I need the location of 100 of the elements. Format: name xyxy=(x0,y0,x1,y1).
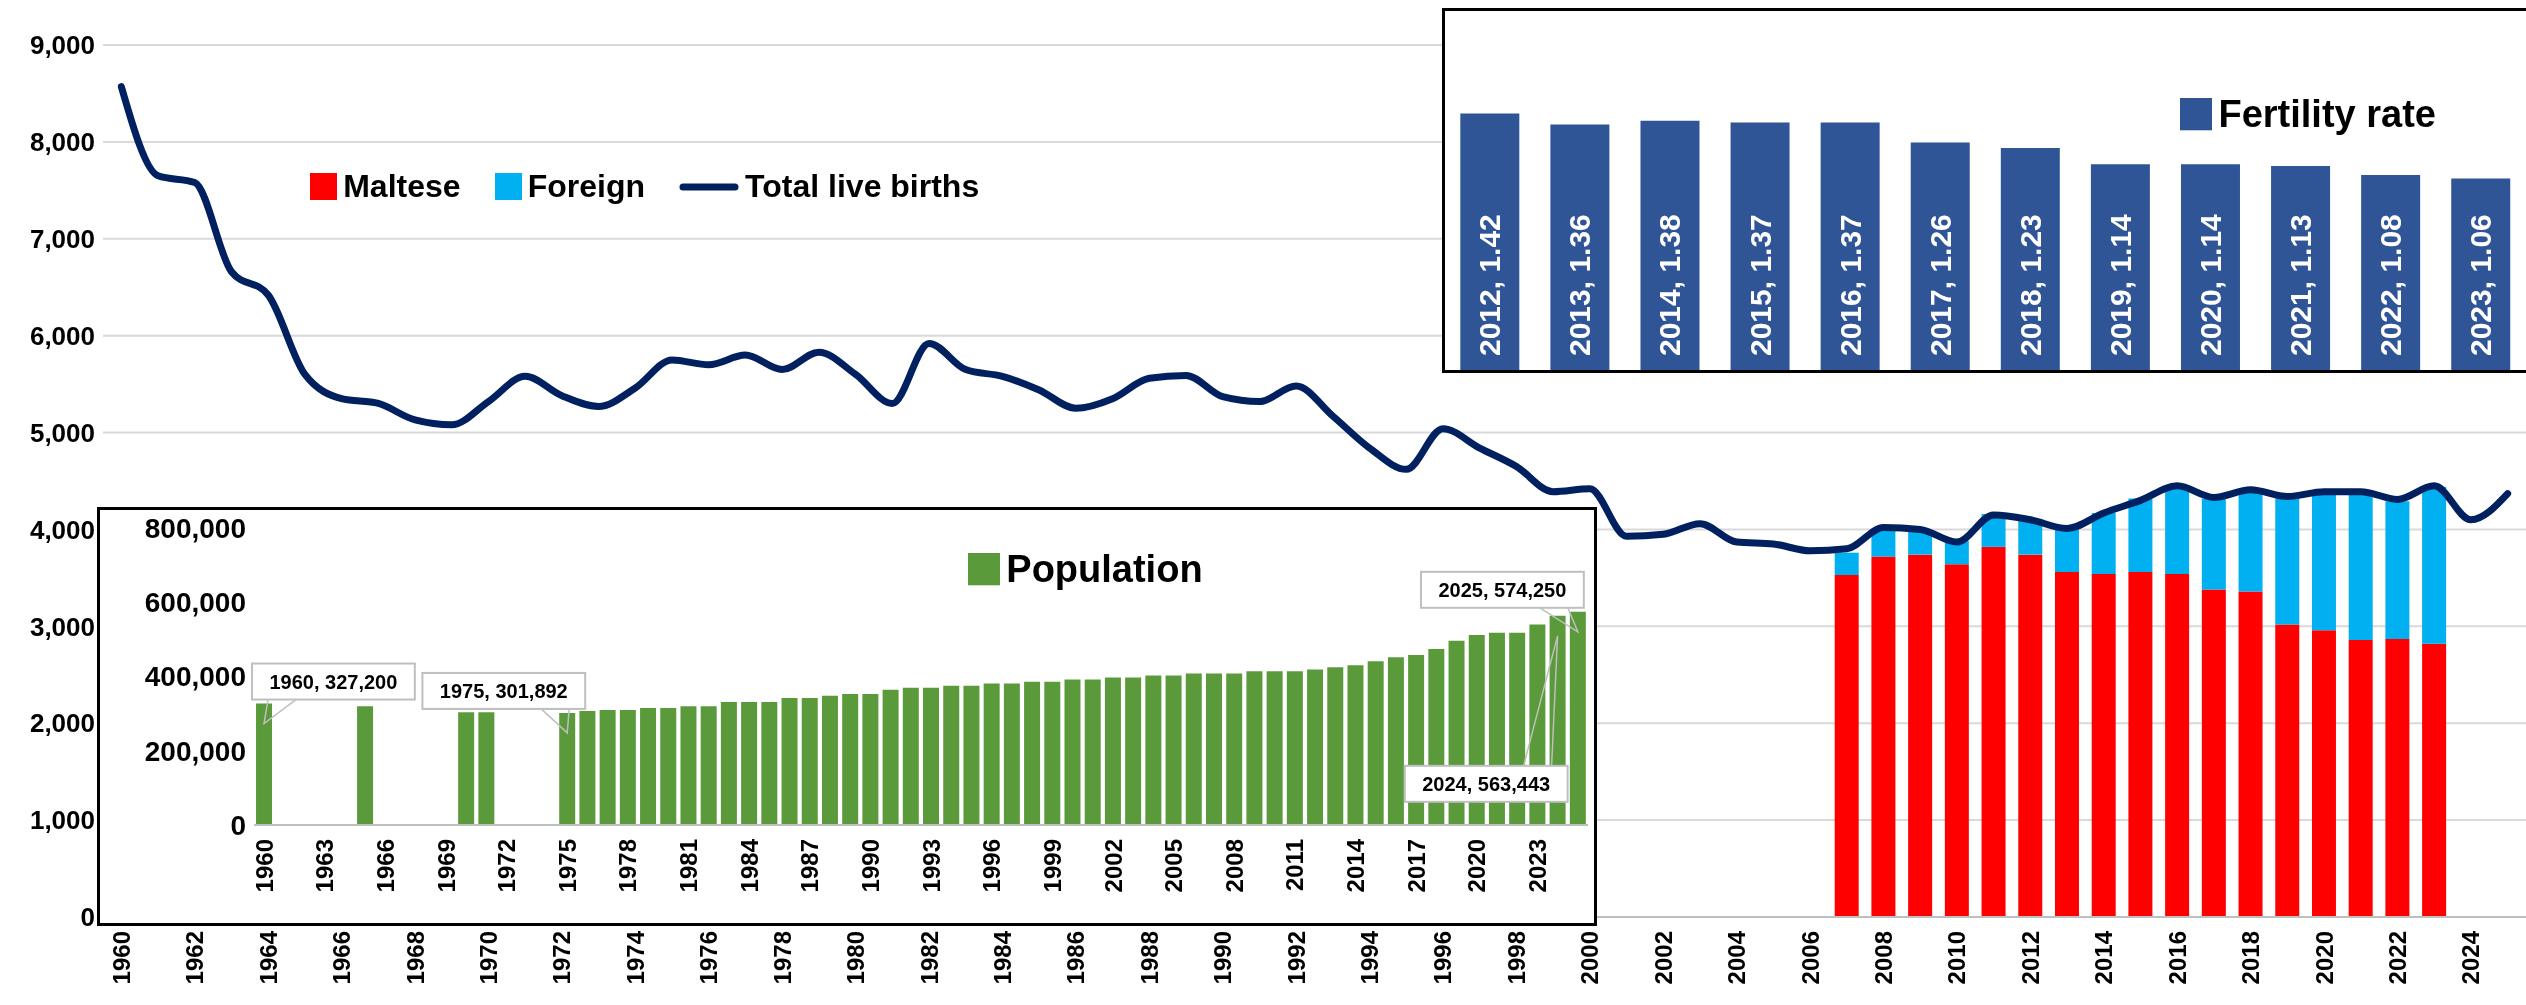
bar xyxy=(2348,639,2373,917)
bar xyxy=(902,687,919,825)
bar xyxy=(1104,677,1121,825)
data-label: 2015, 1.37 xyxy=(1743,214,1777,356)
data-label: 2020, 1.14 xyxy=(2193,213,2227,356)
x-tick-label: 1998 xyxy=(1502,931,1530,985)
y-tick-label: 1,000 xyxy=(29,805,95,836)
bar xyxy=(1226,673,1243,825)
y-tick-label: 800,000 xyxy=(144,512,246,544)
x-tick-label: 1970 xyxy=(474,931,502,985)
bar xyxy=(1640,120,1700,370)
bar xyxy=(1834,552,1859,575)
x-tick-label: 2014 xyxy=(1342,838,1370,893)
bar xyxy=(458,712,475,825)
data-label: 2025, 574,250 xyxy=(1438,578,1567,601)
bar xyxy=(2348,492,2373,640)
bar xyxy=(2385,501,2410,639)
y-tick-label: 3,000 xyxy=(29,611,95,642)
bar xyxy=(1307,669,1324,825)
x-tick-label: 1975 xyxy=(553,839,581,893)
x-tick-label: 2008 xyxy=(1870,931,1898,985)
x-tick-label: 2012 xyxy=(2016,931,2044,985)
data-label: 2022, 1.08 xyxy=(2374,214,2408,356)
bar xyxy=(2018,554,2043,917)
bar xyxy=(720,702,737,825)
x-tick-label: 1962 xyxy=(181,931,209,985)
x-tick-label: 2018 xyxy=(2237,931,2265,985)
x-tick-label: 2020 xyxy=(1463,839,1491,893)
x-tick-label: 1976 xyxy=(695,931,723,985)
bar xyxy=(1003,683,1020,825)
data-label: 2023, 1.06 xyxy=(2464,214,2498,356)
bar xyxy=(781,698,798,825)
data-label: 2017, 1.26 xyxy=(1923,214,1957,356)
bar xyxy=(1730,122,1790,370)
y-tick-label: 2,000 xyxy=(29,708,95,739)
bar xyxy=(1820,122,1880,370)
data-label: 1960, 327,200 xyxy=(269,670,398,693)
bar xyxy=(1145,675,1162,825)
x-tick-label: 1968 xyxy=(401,931,429,985)
x-tick-label: 1960 xyxy=(107,931,135,985)
data-label: 2012, 1.42 xyxy=(1473,214,1507,356)
bar xyxy=(983,683,1000,825)
x-tick-label: 1990 xyxy=(856,839,884,893)
data-label: 2019, 1.14 xyxy=(2103,213,2137,356)
x-tick-label: 1981 xyxy=(675,839,703,893)
data-label: 2024, 563,443 xyxy=(1422,772,1551,795)
bar xyxy=(1834,574,1859,917)
bar xyxy=(619,709,636,825)
x-tick-label: 1984 xyxy=(735,838,763,893)
x-tick-label: 2002 xyxy=(1649,931,1677,985)
x-tick-label: 2020 xyxy=(2310,931,2338,985)
bar xyxy=(1944,564,1969,917)
y-tick-label: 9,000 xyxy=(29,30,95,61)
x-tick-label: 1974 xyxy=(621,930,649,985)
bar xyxy=(2128,498,2153,573)
bar xyxy=(256,703,273,825)
y-tick-label: 4,000 xyxy=(29,514,95,545)
bar xyxy=(2054,572,2079,917)
x-tick-label: 1963 xyxy=(311,839,339,893)
y-tick-label: 200,000 xyxy=(144,735,246,767)
x-tick-label: 1988 xyxy=(1135,931,1163,985)
x-tick-label: 1982 xyxy=(915,931,943,985)
x-tick-label: 2010 xyxy=(1943,931,1971,985)
data-label: 2018, 1.23 xyxy=(2013,214,2047,356)
bar xyxy=(2091,512,2116,575)
data-label: 2016, 1.37 xyxy=(1833,214,1867,356)
bar xyxy=(2018,519,2043,555)
data-label: 2021, 1.13 xyxy=(2284,214,2318,356)
bar xyxy=(2201,589,2226,917)
bar xyxy=(943,685,960,825)
bar xyxy=(2165,574,2190,917)
x-tick-label: 1999 xyxy=(1038,839,1066,893)
bar xyxy=(842,693,859,825)
bar xyxy=(599,709,616,825)
bar xyxy=(1347,665,1364,825)
bar xyxy=(2128,572,2153,917)
bar xyxy=(1064,679,1081,825)
bar xyxy=(579,711,596,825)
bar xyxy=(801,698,818,825)
x-tick-label: 1966 xyxy=(328,931,356,985)
bar xyxy=(1246,671,1263,825)
x-tick-label: 1969 xyxy=(432,839,460,893)
bar xyxy=(2201,498,2226,590)
x-tick-label: 1994 xyxy=(1356,930,1384,985)
bar xyxy=(923,687,940,825)
x-tick-label: 1984 xyxy=(988,930,1016,985)
bar xyxy=(2275,495,2300,625)
bar xyxy=(882,689,899,825)
x-tick-label: 2011 xyxy=(1281,839,1309,892)
x-tick-label: 1978 xyxy=(614,839,642,893)
x-tick-label: 1986 xyxy=(1062,931,1090,985)
legend-label: Total live births xyxy=(745,168,980,205)
bar xyxy=(1367,661,1384,825)
x-tick-label: 1964 xyxy=(254,930,282,985)
bar xyxy=(1910,142,1970,370)
x-tick-label: 1987 xyxy=(796,839,824,893)
data-label: 2013, 1.36 xyxy=(1563,214,1597,356)
x-tick-label: 1996 xyxy=(1429,931,1457,985)
bar xyxy=(1569,611,1586,825)
x-tick-label: 1966 xyxy=(371,839,399,893)
